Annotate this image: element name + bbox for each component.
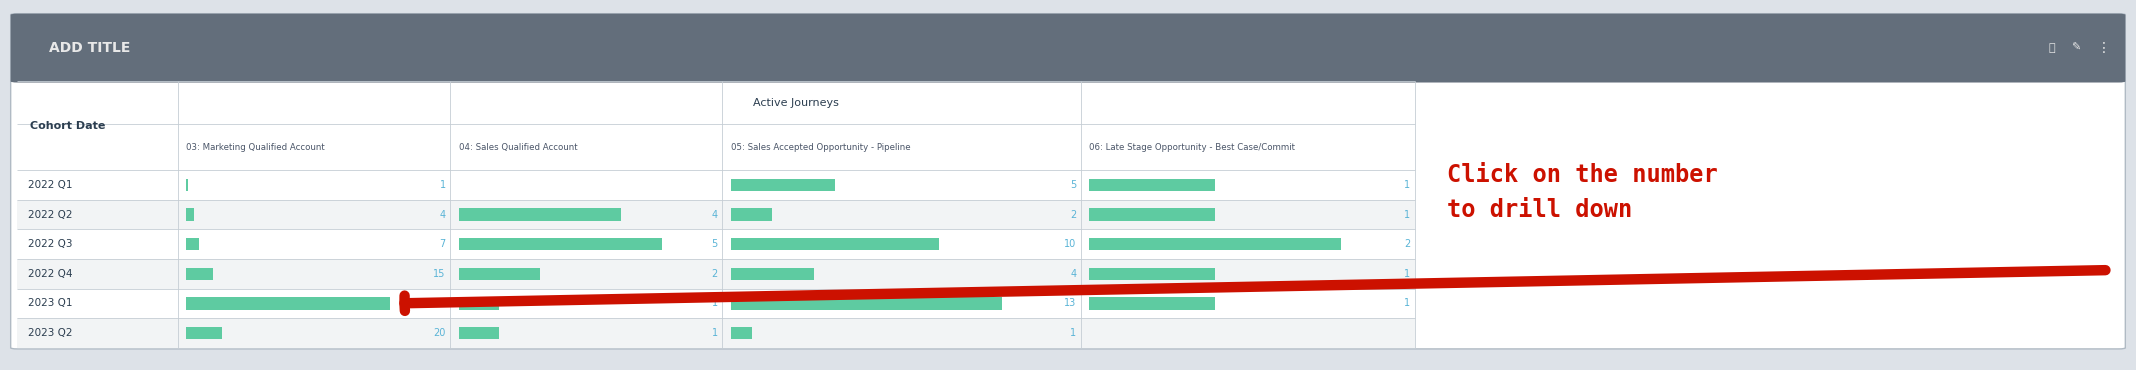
Text: 10: 10 [1064,239,1077,249]
Text: 2023 Q2: 2023 Q2 [28,328,73,338]
Text: 2022 Q3: 2022 Q3 [28,239,73,249]
Bar [731,238,940,250]
Text: 1: 1 [711,298,718,309]
Text: 15: 15 [434,269,446,279]
Bar [186,208,194,221]
Bar [1089,238,1341,250]
Text: 1: 1 [711,328,718,338]
Text: 2022 Q4: 2022 Q4 [28,269,73,279]
Bar [17,289,1414,318]
Bar [459,238,662,250]
Bar [17,124,1414,170]
Text: Click on the number
to drill down: Click on the number to drill down [1446,163,1717,222]
Bar [17,200,1414,229]
Bar [186,327,222,339]
Text: 4: 4 [440,209,446,220]
Bar [731,327,752,339]
Text: 05: Sales Accepted Opportunity - Pipeline: 05: Sales Accepted Opportunity - Pipelin… [731,142,910,152]
Text: 4: 4 [711,209,718,220]
Text: ✎: ✎ [2072,43,2080,53]
Bar [731,179,835,191]
Bar [731,268,814,280]
Bar [731,208,773,221]
Bar [186,238,199,250]
Text: 4: 4 [1070,269,1077,279]
Text: 2: 2 [711,269,718,279]
Bar [186,297,391,310]
Text: 1: 1 [1403,180,1410,190]
Text: 2022 Q2: 2022 Q2 [28,209,73,220]
FancyBboxPatch shape [11,14,2125,349]
Text: ⋮: ⋮ [2098,41,2110,55]
Text: 7: 7 [440,239,446,249]
FancyBboxPatch shape [11,14,2125,83]
Bar [1089,268,1215,280]
Bar [17,318,1414,348]
Text: 114: 114 [427,298,446,309]
Text: 2023 Q1: 2023 Q1 [28,298,73,309]
Bar [459,327,500,339]
Text: ADD TITLE: ADD TITLE [49,41,130,55]
Bar [731,297,1002,310]
Bar [17,170,1414,200]
Text: 5: 5 [1070,180,1077,190]
Text: 1: 1 [1403,298,1410,309]
Text: 04: Sales Qualified Account: 04: Sales Qualified Account [459,142,577,152]
Bar [1089,208,1215,221]
Bar [459,268,540,280]
Text: 13: 13 [1064,298,1077,309]
Text: 2: 2 [1070,209,1077,220]
Text: Active Journeys: Active Journeys [754,98,839,108]
Text: 1: 1 [440,180,446,190]
Bar [17,81,1414,124]
Bar [17,259,1414,289]
Bar [17,229,1414,259]
Bar [1089,179,1215,191]
Text: 1: 1 [1403,269,1410,279]
Bar [459,208,622,221]
Text: 1: 1 [1070,328,1077,338]
Bar [1089,297,1215,310]
Text: 1: 1 [1403,209,1410,220]
Text: 2: 2 [1403,239,1410,249]
Text: 03: Marketing Qualified Account: 03: Marketing Qualified Account [186,142,325,152]
Text: 06: Late Stage Opportunity - Best Case/Commit: 06: Late Stage Opportunity - Best Case/C… [1089,142,1294,152]
Text: Cohort Date: Cohort Date [30,121,105,131]
Text: 5: 5 [711,239,718,249]
Text: ⓘ: ⓘ [2048,43,2055,53]
Text: 20: 20 [434,328,446,338]
Bar [186,268,214,280]
Bar [459,297,500,310]
Text: 2022 Q1: 2022 Q1 [28,180,73,190]
